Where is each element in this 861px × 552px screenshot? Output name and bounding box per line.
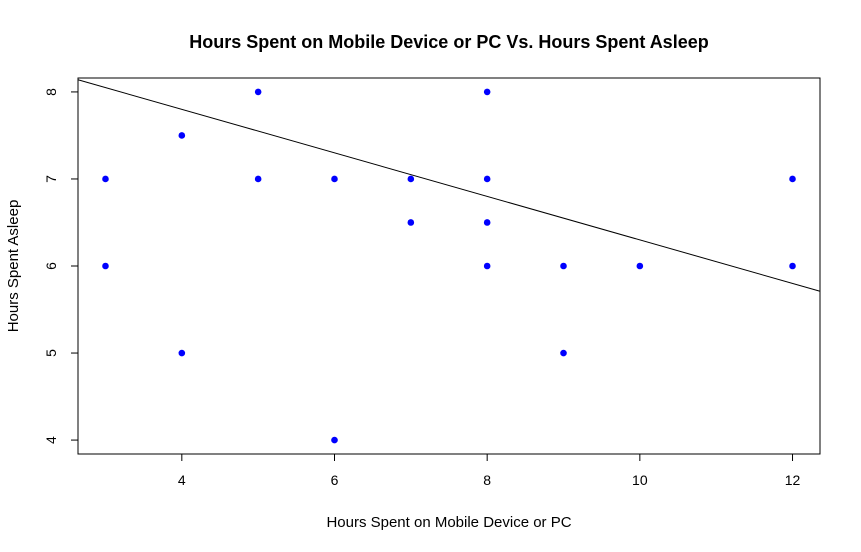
x-tick-label: 6 [331,472,339,488]
plot-frame [77,77,821,455]
data-point [178,132,186,139]
regression-line [77,79,821,292]
data-point [483,88,491,96]
data-point [560,349,567,357]
chart-title: Hours Spent on Mobile Device or PC Vs. H… [189,32,708,52]
x-tick-label: 8 [483,472,491,488]
x-tick-label: 10 [632,472,648,488]
data-point [178,349,186,357]
data-point [254,175,262,183]
regression-line-group [77,79,821,292]
data-point [789,262,796,270]
data-point [102,175,109,183]
data-point [483,262,491,270]
data-point [331,436,338,444]
y-axis: 4 5 6 7 8 [43,88,78,444]
data-point [560,262,567,270]
data-point [102,262,109,270]
data-point [331,175,338,183]
data-point [483,219,491,226]
data-point [636,262,644,270]
data-points [102,88,796,444]
data-point [407,175,415,183]
y-tick-label: 7 [43,175,59,183]
x-tick-label: 12 [785,472,801,488]
y-axis-label: Hours Spent Asleep [5,200,22,333]
x-axis: 4 6 8 10 12 [178,454,801,488]
data-point [254,88,262,96]
y-tick-label: 4 [43,436,59,444]
y-tick-label: 8 [43,88,59,96]
data-point [789,175,796,183]
y-tick-label: 6 [43,262,59,270]
x-tick-label: 4 [178,472,186,488]
y-tick-label: 5 [43,349,59,357]
x-axis-label: Hours Spent on Mobile Device or PC [326,514,571,531]
data-point [407,219,415,226]
data-point [483,175,491,183]
